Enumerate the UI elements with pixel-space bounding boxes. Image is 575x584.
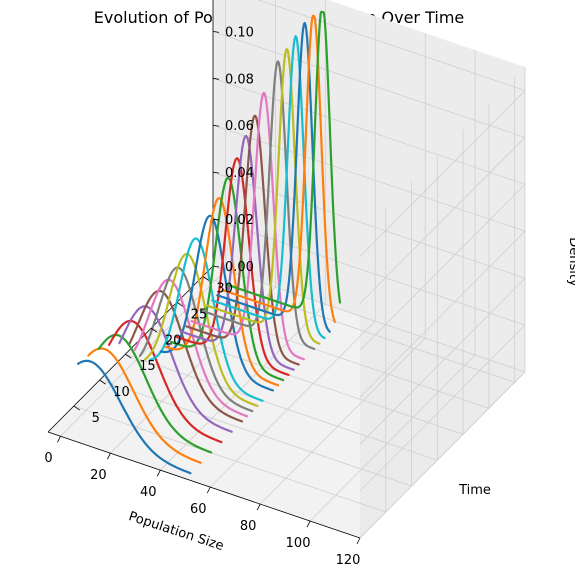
axes-panes — [48, 0, 525, 538]
z-tick-label-2: 0.04 — [225, 166, 254, 181]
tick-labels: 0 20 40 60 80 100 120 5 10 15 20 25 30 0.00 0.02 0.04 0.… — [44, 25, 361, 568]
y-tick-label-5: 30 — [216, 281, 233, 296]
grid-line-z-2 — [212, 171, 526, 445]
series-line-0 — [76, 359, 192, 475]
series-line-12 — [169, 176, 285, 382]
x-tick-label-5: 100 — [286, 536, 311, 551]
x-tick-1 — [107, 453, 111, 460]
z-tick-4 — [212, 77, 220, 80]
series-line-2 — [97, 333, 213, 454]
y-tick-4 — [176, 301, 184, 307]
x-tick-label-0: 0 — [44, 451, 52, 466]
z-tick-label-4: 0.08 — [225, 72, 254, 87]
grid-line-z-3 — [212, 124, 526, 398]
y-tick-label-0: 5 — [92, 411, 100, 426]
z-tick-5 — [212, 30, 220, 33]
axes-grid — [60, 0, 526, 539]
y-tick-1 — [99, 379, 106, 385]
y-tick-0 — [73, 405, 81, 411]
z-tick-0 — [212, 265, 220, 268]
z-axis-label: Density — [566, 237, 575, 287]
y-tick-label-1: 10 — [113, 385, 130, 400]
z-tick-1 — [212, 218, 220, 221]
x-tick-3 — [206, 486, 211, 494]
series-line-13 — [175, 157, 290, 376]
series-line-15 — [185, 114, 300, 366]
x-tick-4 — [256, 503, 261, 511]
series-lines — [76, 10, 342, 475]
z-tick-3 — [212, 124, 220, 127]
series-line-20 — [216, 21, 331, 333]
series-line-1 — [87, 347, 202, 464]
grid-line-z-6 — [257, 0, 526, 257]
series-line-17 — [200, 60, 316, 350]
series-line-18 — [205, 48, 321, 345]
z-tick-2 — [212, 171, 220, 174]
y-tick-3 — [150, 327, 158, 333]
series-line-16 — [190, 91, 305, 361]
series-line-21 — [221, 14, 336, 323]
series-line-19 — [211, 35, 326, 340]
grid-line-z-0 — [212, 265, 526, 539]
series-line-3 — [107, 319, 223, 444]
y-axis-label: Time — [458, 483, 491, 498]
x-tick-label-3: 60 — [190, 502, 207, 517]
x-axis-label: Population Size — [127, 509, 226, 554]
z-tick-label-0: 0.00 — [225, 260, 254, 275]
y-tick-label-4: 25 — [191, 307, 208, 322]
series-line-6 — [133, 278, 249, 418]
y-tick-label-3: 20 — [165, 333, 182, 348]
series-line-14 — [180, 134, 295, 371]
y-tick-2 — [125, 353, 132, 359]
x-tick-label-6: 120 — [336, 553, 361, 568]
z-tick-label-1: 0.02 — [225, 213, 254, 228]
x-tick-0 — [57, 436, 61, 443]
y-tick-label-2: 15 — [139, 359, 156, 374]
y-tick-5 — [202, 276, 209, 281]
series-line-4 — [118, 305, 233, 433]
z-tick-label-5: 0.10 — [225, 25, 254, 40]
grid-line-z-4 — [212, 77, 526, 351]
x-tick-label-2: 40 — [140, 485, 157, 500]
z-tick-label-3: 0.06 — [225, 119, 254, 134]
x-tick-2 — [156, 469, 161, 477]
x-tick-6 — [356, 537, 361, 545]
x-tick-5 — [306, 520, 311, 528]
x-tick-label-4: 80 — [240, 519, 257, 534]
x-axis-line — [47, 431, 361, 539]
x-tick-label-1: 20 — [90, 468, 107, 483]
series-line-9 — [149, 237, 264, 402]
series-line-22 — [226, 10, 342, 309]
